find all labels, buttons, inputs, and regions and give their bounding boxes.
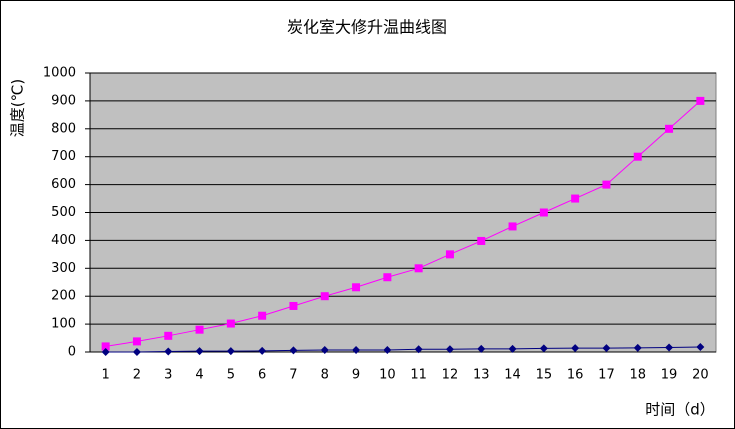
y-tick-label: 600 — [51, 177, 76, 192]
marker — [414, 264, 423, 273]
x-tick-label: 13 — [473, 368, 490, 383]
x-tick-label: 2 — [133, 368, 141, 383]
marker — [696, 96, 705, 105]
marker — [383, 346, 392, 355]
marker — [477, 236, 486, 245]
x-tick-label: 5 — [227, 368, 235, 383]
marker — [445, 250, 454, 259]
y-axis-label: 温度(℃) — [9, 79, 27, 138]
marker — [132, 337, 141, 346]
marker — [414, 345, 423, 354]
series-line — [105, 346, 701, 353]
marker — [665, 343, 674, 352]
x-tick-label: 18 — [629, 368, 646, 383]
x-tick-label: 15 — [536, 368, 553, 383]
y-tick-label: 1000 — [43, 66, 76, 81]
marker — [132, 348, 141, 356]
marker — [289, 301, 298, 310]
x-tick-label: 14 — [504, 368, 521, 383]
x-tick-label: 12 — [442, 368, 459, 383]
x-tick-label: 17 — [598, 368, 615, 383]
y-tick-label: 900 — [51, 93, 76, 108]
marker — [226, 319, 235, 328]
marker — [258, 346, 267, 355]
marker — [352, 283, 361, 292]
x-tick-label: 16 — [567, 368, 584, 383]
marker — [571, 194, 580, 203]
marker — [665, 124, 674, 133]
y-tick-label: 200 — [51, 289, 76, 304]
y-tick-label: 700 — [51, 149, 76, 164]
marker — [571, 344, 580, 353]
x-tick-label: 1 — [102, 368, 110, 383]
y-tick-label: 0 — [68, 345, 76, 360]
marker — [383, 273, 392, 282]
y-tick-label: 400 — [51, 233, 76, 248]
marker — [258, 311, 267, 320]
marker — [445, 345, 454, 354]
marker — [101, 348, 110, 356]
series-line — [105, 100, 701, 347]
marker — [477, 344, 486, 353]
marker — [101, 342, 110, 351]
y-tick-label: 100 — [51, 317, 76, 332]
marker — [602, 344, 611, 353]
x-tick-label: 7 — [289, 368, 297, 383]
marker — [164, 331, 173, 340]
x-tick-label: 19 — [661, 368, 678, 383]
marker — [352, 346, 361, 355]
x-tick-label: 9 — [352, 368, 360, 383]
marker — [539, 208, 548, 217]
x-tick-label: 11 — [410, 368, 427, 383]
marker — [602, 180, 611, 189]
marker — [320, 292, 329, 301]
chart-title: 炭化室大修升温曲线图 — [287, 18, 447, 37]
marker — [195, 347, 204, 356]
marker — [195, 325, 204, 334]
marker — [289, 346, 298, 355]
x-tick-label: 20 — [692, 368, 709, 383]
marker — [320, 346, 329, 355]
marker — [696, 342, 705, 351]
marker — [508, 344, 517, 353]
x-axis-label: 时间（d） — [645, 401, 715, 419]
marker — [508, 222, 517, 231]
y-tick-label: 800 — [51, 121, 76, 136]
marker — [164, 347, 173, 356]
marker — [539, 344, 548, 353]
y-tick-label: 300 — [51, 261, 76, 276]
x-tick-label: 8 — [321, 368, 329, 383]
y-tick-label: 500 — [51, 205, 76, 220]
x-tick-label: 6 — [258, 368, 266, 383]
marker — [633, 343, 642, 352]
x-tick-label: 3 — [164, 368, 172, 383]
marker — [633, 152, 642, 161]
marker — [226, 347, 235, 356]
x-tick-label: 4 — [195, 368, 203, 383]
x-tick-label: 10 — [379, 368, 396, 383]
